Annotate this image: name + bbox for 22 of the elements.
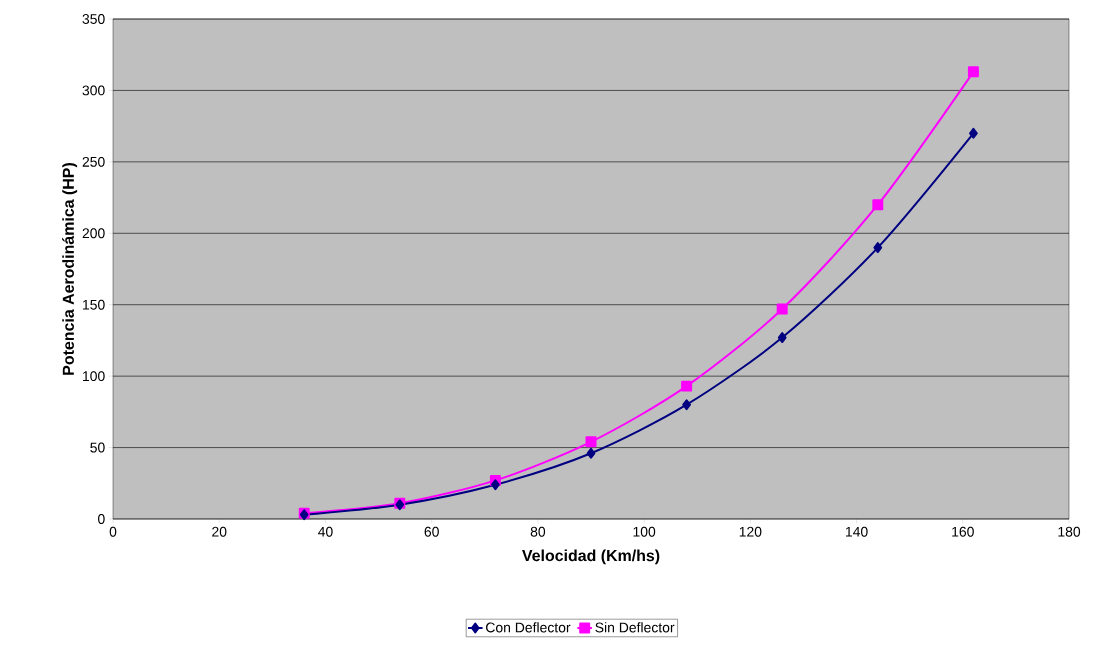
legend-label: Sin Deflector: [595, 622, 675, 633]
legend-label: Con Deflector: [486, 622, 571, 633]
x-tick-label: 40: [318, 526, 333, 537]
y-tick-label: 300: [82, 85, 105, 96]
x-tick-label: 180: [1058, 526, 1081, 537]
x-tick-label: 120: [739, 526, 762, 537]
y-tick-label: 350: [82, 14, 105, 24]
y-tick-label: 250: [82, 156, 105, 167]
x-tick-label: 160: [952, 526, 974, 537]
x-tick-label: 80: [530, 526, 546, 537]
y-tick-label: 100: [83, 371, 105, 382]
x-tick-label: 100: [633, 526, 656, 537]
x-tick-label: 60: [424, 526, 439, 537]
y-tick-label: 200: [82, 228, 105, 239]
x-tick-label: 0: [109, 526, 117, 537]
y-tick-label: 150: [83, 299, 105, 310]
x-axis-title: Velocidad (Km/hs): [522, 549, 660, 565]
y-tick-label: 50: [90, 442, 105, 453]
x-tick-label: 20: [212, 526, 227, 537]
y-axis-title: Potencia Aerodinámica (HP): [62, 163, 78, 375]
y-tick-label: 0: [98, 514, 105, 524]
x-tick-label: 140: [845, 526, 868, 537]
